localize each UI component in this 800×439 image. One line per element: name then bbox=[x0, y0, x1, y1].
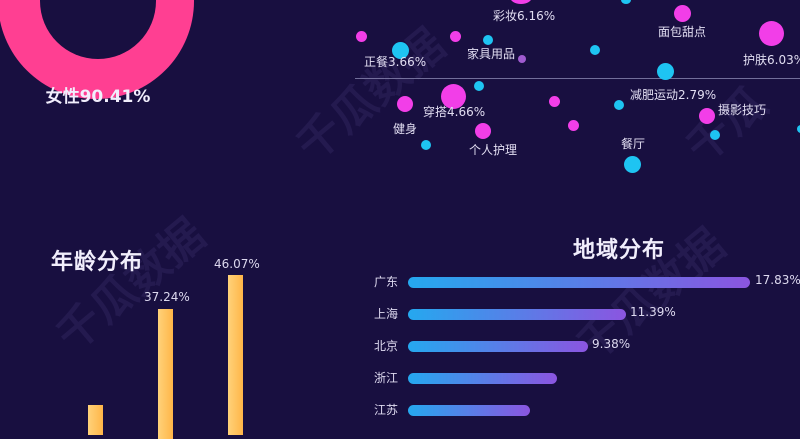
region-name: 北京 bbox=[374, 339, 399, 353]
watermark: 千瓜数据 bbox=[287, 19, 455, 172]
bubble-bakery bbox=[674, 5, 691, 22]
bubble-fitness bbox=[397, 96, 413, 112]
region-row: 上海 11.39% bbox=[374, 305, 800, 321]
bubble-weight-loss bbox=[657, 63, 674, 80]
bubble-skincare bbox=[759, 21, 784, 46]
bubble-restaurant bbox=[624, 156, 641, 173]
region-bar bbox=[408, 405, 530, 416]
label-fashion: 穿搭4.66% bbox=[423, 105, 486, 119]
label-personal-care: 个人护理 bbox=[469, 143, 518, 157]
region-name: 江苏 bbox=[374, 403, 399, 417]
region-bar bbox=[408, 341, 588, 352]
label-meal: 正餐3.66% bbox=[364, 55, 427, 69]
region-name: 广东 bbox=[374, 275, 399, 289]
bubble-cyan bbox=[614, 100, 624, 110]
region-row: 浙江 bbox=[374, 371, 800, 385]
age-bar-2 bbox=[158, 309, 173, 439]
age-bar-1 bbox=[88, 405, 103, 435]
bubble-divider-line bbox=[355, 78, 800, 79]
label-skincare: 护肤6.03% bbox=[743, 53, 800, 67]
gender-female-label: 女性90.41% bbox=[45, 87, 151, 107]
region-bar bbox=[408, 373, 557, 384]
region-section-title: 地域分布 bbox=[573, 238, 666, 263]
age-bar-3 bbox=[228, 275, 243, 435]
bubble-cyan bbox=[483, 35, 493, 45]
bubble-pink bbox=[549, 96, 560, 107]
bubble-cyan bbox=[590, 45, 600, 55]
bubble-cyan bbox=[797, 125, 800, 133]
label-fitness: 健身 bbox=[393, 122, 418, 136]
bubble-cyan bbox=[621, 0, 631, 4]
label-photography: 摄影技巧 bbox=[718, 103, 767, 117]
bubble-cyan bbox=[710, 130, 720, 140]
region-value: 9.38% bbox=[592, 337, 631, 351]
age-bar-3-value: 46.07% bbox=[214, 257, 260, 271]
label-makeup: 彩妆6.16% bbox=[493, 9, 556, 23]
label-restaurant: 餐厅 bbox=[621, 137, 646, 151]
age-bar-2-value: 37.24% bbox=[144, 290, 190, 304]
bubble-pink bbox=[356, 31, 367, 42]
bubble-cyan bbox=[474, 81, 484, 91]
bubble-pink bbox=[568, 120, 579, 131]
region-value: 17.83% bbox=[755, 273, 800, 287]
region-name: 浙江 bbox=[374, 371, 399, 385]
region-row: 北京 9.38% bbox=[374, 337, 800, 353]
region-bar bbox=[408, 277, 750, 288]
bubble-cyan bbox=[421, 140, 431, 150]
label-furniture: 家具用品 bbox=[467, 47, 516, 61]
region-row: 广东 17.83% bbox=[374, 273, 800, 289]
region-value: 11.39% bbox=[630, 305, 676, 319]
watermark: 千瓜数据 bbox=[47, 209, 215, 362]
bubble-pink bbox=[450, 31, 461, 42]
bubble-furniture bbox=[518, 55, 526, 63]
bubble-photography bbox=[699, 108, 715, 124]
bubble-meal bbox=[392, 42, 409, 59]
region-name: 上海 bbox=[374, 307, 399, 321]
region-row: 江苏 bbox=[374, 403, 800, 417]
region-bar bbox=[408, 309, 626, 320]
bubble-personal-care bbox=[475, 123, 491, 139]
bubble-fashion bbox=[441, 84, 466, 109]
label-weight-loss: 减肥运动2.79% bbox=[630, 88, 717, 102]
label-bakery: 面包甜点 bbox=[658, 25, 707, 39]
age-section-title: 年龄分布 bbox=[51, 250, 144, 275]
bubble-makeup bbox=[510, 0, 532, 4]
